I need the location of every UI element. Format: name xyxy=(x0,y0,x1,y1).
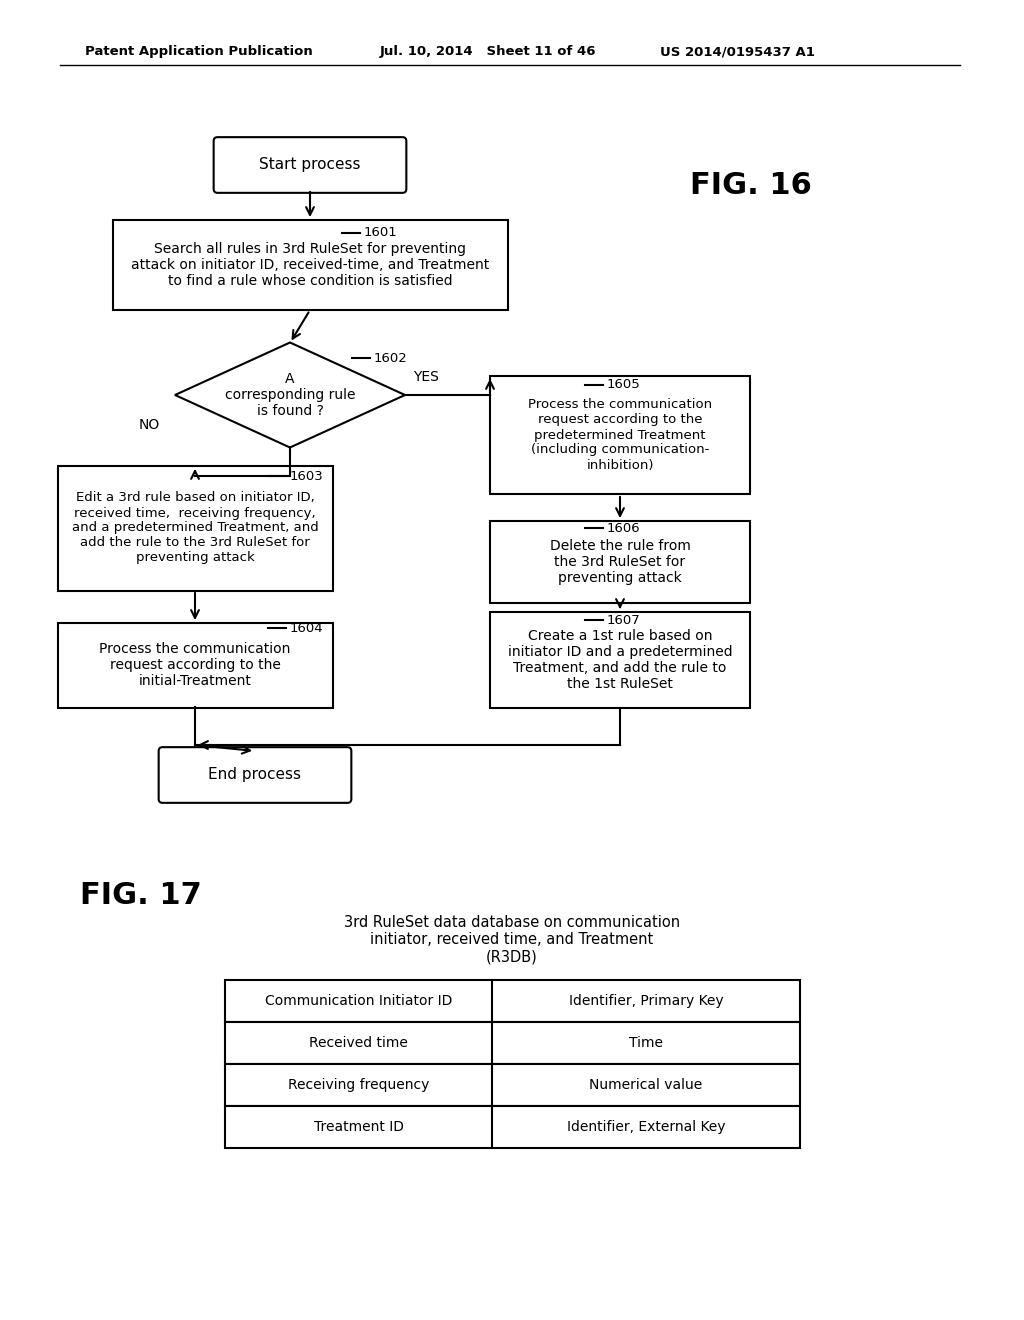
Text: End process: End process xyxy=(209,767,301,783)
Text: Delete the rule from
the 3rd RuleSet for
preventing attack: Delete the rule from the 3rd RuleSet for… xyxy=(550,539,690,585)
Text: 1601: 1601 xyxy=(364,227,397,239)
Bar xyxy=(225,1064,800,1106)
Text: 3rd RuleSet data database on communication
initiator, received time, and Treatme: 3rd RuleSet data database on communicati… xyxy=(344,915,680,965)
Text: Process the communication
request according to the
predetermined Treatment
(incl: Process the communication request accord… xyxy=(528,399,712,471)
FancyBboxPatch shape xyxy=(214,137,407,193)
Text: FIG. 17: FIG. 17 xyxy=(80,880,202,909)
Bar xyxy=(57,466,333,590)
Text: 1604: 1604 xyxy=(290,622,324,635)
Text: A
corresponding rule
is found ?: A corresponding rule is found ? xyxy=(224,372,355,418)
Text: Patent Application Publication: Patent Application Publication xyxy=(85,45,312,58)
Text: Search all rules in 3rd RuleSet for preventing
attack on initiator ID, received-: Search all rules in 3rd RuleSet for prev… xyxy=(131,242,489,288)
Text: Received time: Received time xyxy=(309,1036,408,1049)
Bar xyxy=(225,1106,800,1148)
Text: 1603: 1603 xyxy=(290,470,324,483)
Bar xyxy=(490,612,750,708)
Text: 1602: 1602 xyxy=(374,351,408,364)
Text: US 2014/0195437 A1: US 2014/0195437 A1 xyxy=(660,45,815,58)
Bar xyxy=(490,521,750,603)
Text: Edit a 3rd rule based on initiator ID,
received time,  receiving frequency,
and : Edit a 3rd rule based on initiator ID, r… xyxy=(72,491,318,565)
Text: Time: Time xyxy=(629,1036,663,1049)
Text: YES: YES xyxy=(413,370,439,384)
Text: FIG. 16: FIG. 16 xyxy=(690,170,812,199)
Text: Receiving frequency: Receiving frequency xyxy=(288,1078,429,1092)
FancyBboxPatch shape xyxy=(159,747,351,803)
Bar xyxy=(113,220,508,310)
Bar xyxy=(225,979,800,1022)
Text: Create a 1st rule based on
initiator ID and a predetermined
Treatment, and add t: Create a 1st rule based on initiator ID … xyxy=(508,628,732,692)
Text: 1606: 1606 xyxy=(607,521,641,535)
Text: Numerical value: Numerical value xyxy=(590,1078,702,1092)
Text: Communication Initiator ID: Communication Initiator ID xyxy=(265,994,453,1008)
Bar xyxy=(225,1022,800,1064)
Text: NO: NO xyxy=(138,418,160,432)
Bar xyxy=(57,623,333,708)
Text: 1607: 1607 xyxy=(607,614,641,627)
Bar xyxy=(490,376,750,494)
Polygon shape xyxy=(175,342,406,447)
Text: 1605: 1605 xyxy=(607,379,641,392)
Text: Jul. 10, 2014   Sheet 11 of 46: Jul. 10, 2014 Sheet 11 of 46 xyxy=(380,45,597,58)
Text: Start process: Start process xyxy=(259,157,360,173)
Text: Identifier, External Key: Identifier, External Key xyxy=(566,1119,725,1134)
Text: Identifier, Primary Key: Identifier, Primary Key xyxy=(568,994,723,1008)
Text: Treatment ID: Treatment ID xyxy=(313,1119,403,1134)
Text: Process the communication
request according to the
initial-Treatment: Process the communication request accord… xyxy=(99,642,291,688)
